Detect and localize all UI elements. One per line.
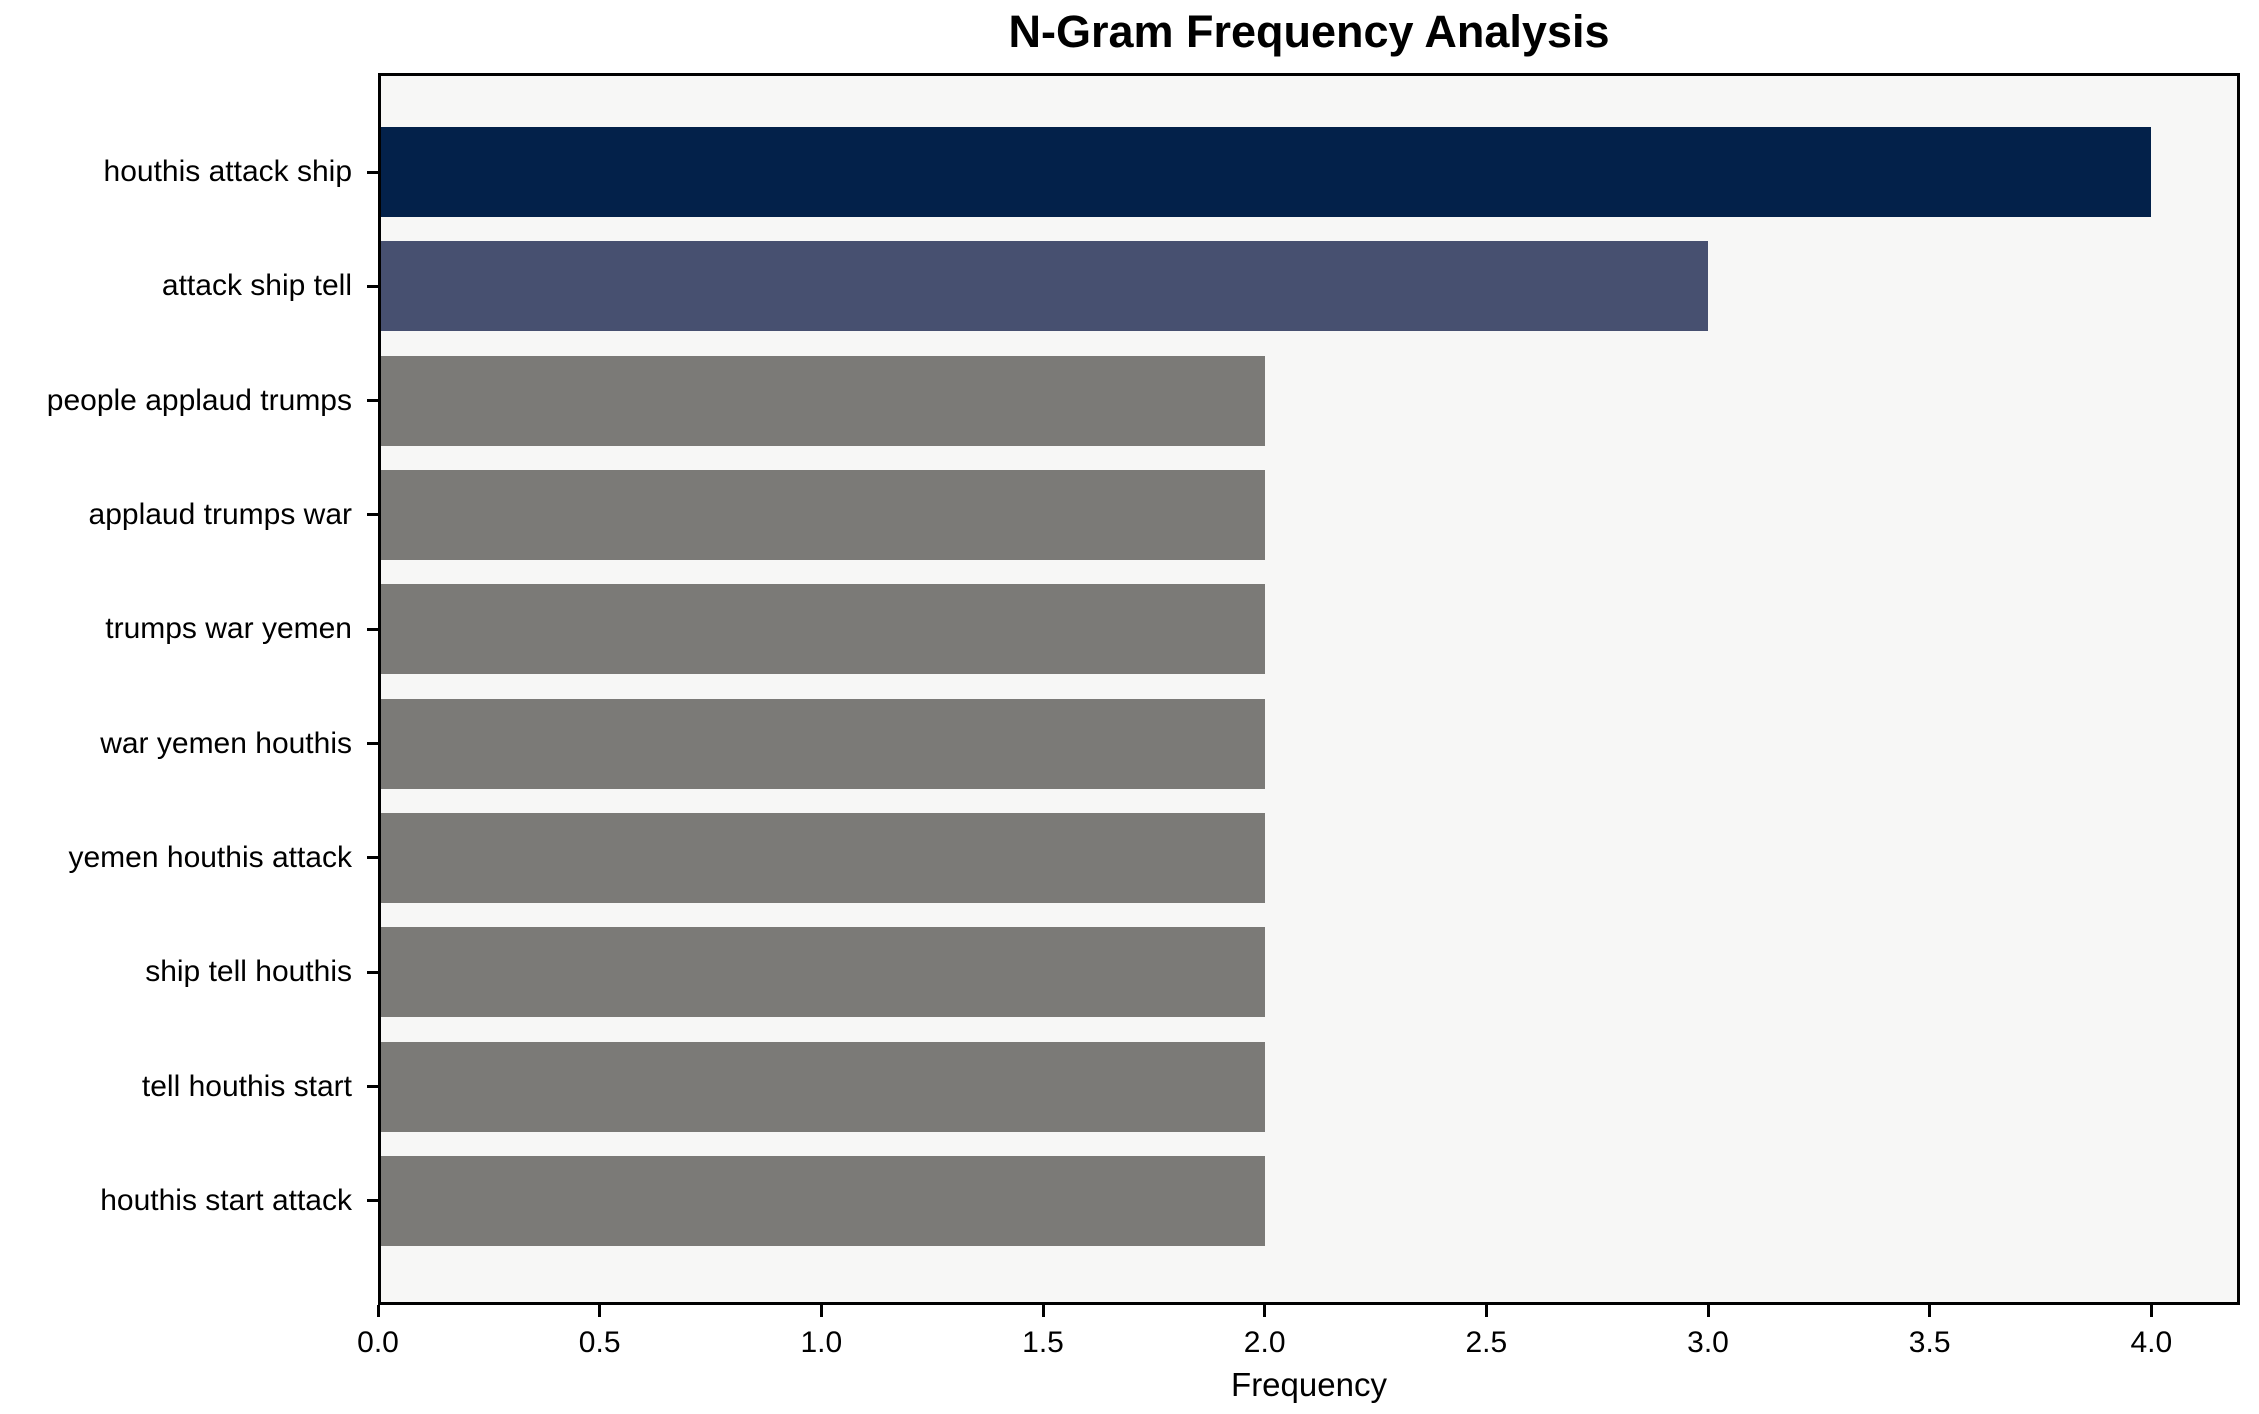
x-tick-label: 3.5	[1908, 1326, 1951, 1359]
bar	[381, 127, 2152, 217]
x-tick-label: 1.5	[1022, 1326, 1064, 1359]
x-tick-mark	[1484, 1305, 1488, 1317]
y-tick-mark	[367, 627, 378, 631]
y-tick-label: yemen houthis attack	[68, 840, 353, 874]
y-tick-label: attack ship tell	[161, 269, 352, 303]
x-tick-mark	[1928, 1305, 1932, 1317]
y-tick-mark	[367, 170, 378, 174]
x-tick-label: 2.0	[1243, 1326, 1286, 1359]
bar	[381, 927, 1265, 1018]
bar	[381, 584, 1265, 675]
y-tick-label: ship tell houthis	[145, 955, 352, 989]
y-tick-label: trumps war yemen	[105, 612, 352, 646]
y-tick-mark	[367, 1085, 378, 1089]
y-tick-mark	[367, 742, 378, 746]
x-tick-label: 3.0	[1687, 1326, 1729, 1359]
x-axis-label: Frequency	[1231, 1366, 1387, 1403]
x-tick-mark	[1263, 1305, 1267, 1317]
x-tick-label: 0.0	[357, 1326, 399, 1359]
bar	[381, 355, 1265, 446]
y-tick-label: tell houthis start	[141, 1069, 352, 1103]
y-tick-label: applaud trumps war	[88, 497, 352, 531]
x-tick-mark	[1706, 1305, 1710, 1317]
chart-title: N-Gram Frequency Analysis	[1008, 6, 1610, 57]
bar	[381, 241, 1708, 332]
bar	[381, 812, 1265, 903]
y-tick-mark	[367, 1199, 378, 1203]
x-tick-mark	[598, 1305, 602, 1317]
bar	[381, 1041, 1265, 1132]
x-tick-mark	[1041, 1305, 1045, 1317]
y-tick-label: houthis attack ship	[103, 155, 352, 188]
y-tick-mark	[367, 399, 378, 403]
bar	[381, 1155, 1265, 1246]
y-tick-label: war yemen houthis	[100, 726, 352, 760]
y-tick-label: people applaud trumps	[46, 383, 352, 417]
y-tick-label: houthis start attack	[100, 1183, 352, 1217]
bar	[381, 469, 1265, 560]
x-tick-label: 1.0	[800, 1326, 843, 1359]
x-tick-label: 4.0	[2130, 1326, 2173, 1359]
y-tick-mark	[367, 513, 378, 517]
y-tick-mark	[367, 856, 378, 860]
x-tick-mark	[819, 1305, 823, 1317]
bar	[381, 698, 1265, 789]
x-tick-label: 2.5	[1465, 1326, 1508, 1359]
x-tick-label: 0.5	[578, 1326, 621, 1359]
y-tick-mark	[367, 970, 378, 974]
x-tick-mark	[376, 1305, 380, 1317]
y-tick-mark	[367, 284, 378, 288]
x-tick-mark	[2149, 1305, 2153, 1317]
